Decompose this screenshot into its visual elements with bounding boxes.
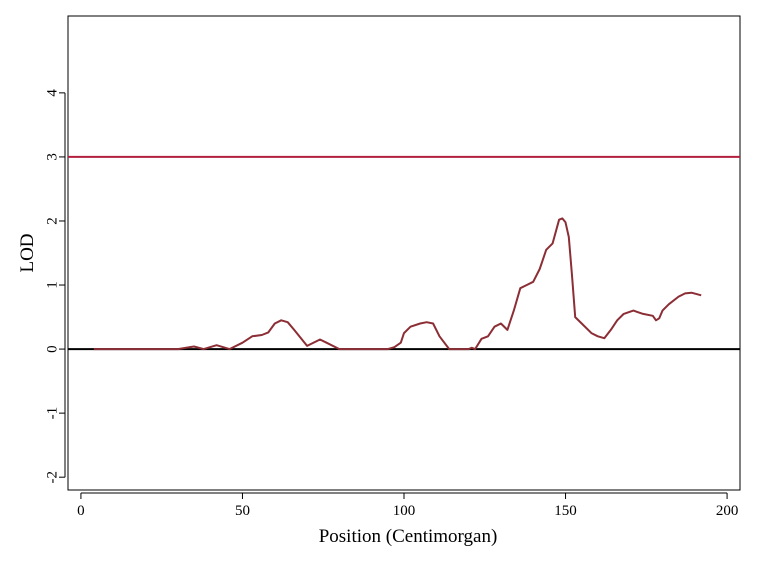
y-tick-label: 3 <box>44 153 60 161</box>
x-tick-label: 200 <box>716 503 739 519</box>
x-tick-label: 150 <box>554 503 577 519</box>
x-tick-label: 0 <box>77 503 85 519</box>
x-axis-title: Position (Centimorgan) <box>319 526 498 547</box>
y-tick-label: 0 <box>44 345 60 353</box>
x-tick-label: 50 <box>235 503 250 519</box>
y-tick-label: -2 <box>44 471 60 484</box>
lod-series-line <box>93 217 702 351</box>
y-tick-label: -1 <box>44 407 60 420</box>
x-tick-label: 100 <box>393 503 416 519</box>
y-axis-title: LOD <box>17 233 38 272</box>
plot-frame <box>67 15 741 491</box>
y-tick-label: 4 <box>44 89 60 97</box>
x-axis: 0 50 100 150 200 <box>77 492 739 519</box>
y-tick-label: 1 <box>44 281 60 289</box>
y-tick-label: 2 <box>44 217 60 225</box>
y-axis: -2 -1 0 1 2 3 4 <box>44 89 66 484</box>
reference-lines <box>68 155 740 351</box>
series-layer <box>93 217 702 351</box>
